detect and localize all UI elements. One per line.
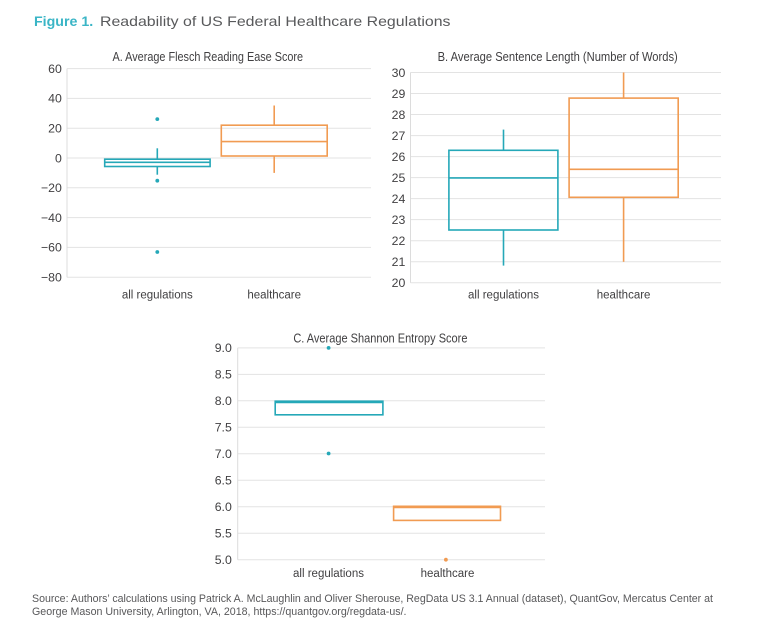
svg-text:8.5: 8.5 [215, 368, 232, 382]
svg-text:21: 21 [392, 255, 406, 269]
svg-text:23: 23 [392, 213, 406, 227]
svg-text:6.5: 6.5 [215, 474, 232, 488]
svg-text:A. Average Flesch Reading Ease: A. Average Flesch Reading Ease Score [113, 49, 304, 64]
svg-text:Figure 1.: Figure 1. [34, 13, 93, 29]
svg-text:20: 20 [48, 122, 62, 136]
svg-text:7.0: 7.0 [215, 447, 232, 461]
svg-text:C. Average Shannon Entropy Sco: C. Average Shannon Entropy Score [293, 331, 467, 346]
svg-text:40: 40 [48, 92, 62, 106]
svg-text:60: 60 [48, 62, 62, 76]
svg-text:all regulations: all regulations [468, 290, 539, 302]
svg-text:24: 24 [392, 192, 406, 206]
svg-text:30: 30 [392, 66, 406, 80]
svg-text:9.0: 9.0 [215, 341, 232, 355]
svg-text:6.0: 6.0 [215, 500, 232, 514]
svg-text:7.5: 7.5 [215, 421, 232, 435]
svg-text:−80: −80 [41, 271, 62, 285]
svg-text:healthcare: healthcare [247, 290, 301, 302]
svg-text:−60: −60 [41, 241, 62, 255]
svg-text:26: 26 [392, 150, 406, 164]
svg-text:5.5: 5.5 [215, 527, 232, 541]
svg-text:25: 25 [392, 171, 406, 185]
svg-text:20: 20 [392, 276, 406, 290]
svg-text:all regulations: all regulations [122, 290, 193, 302]
svg-text:0: 0 [55, 151, 62, 165]
svg-text:healthcare: healthcare [421, 568, 475, 580]
svg-text:8.0: 8.0 [215, 394, 232, 408]
svg-text:27: 27 [392, 129, 406, 143]
svg-text:healthcare: healthcare [597, 290, 651, 302]
svg-text:Readability of US Federal Heal: Readability of US Federal Healthcare Reg… [100, 13, 451, 29]
svg-text:−40: −40 [41, 211, 62, 225]
svg-text:5.0: 5.0 [215, 553, 232, 567]
svg-text:−20: −20 [41, 181, 62, 195]
svg-text:B. Average Sentence Length (Nu: B. Average Sentence Length (Number of Wo… [438, 49, 678, 64]
svg-text:29: 29 [392, 87, 406, 101]
svg-text:all regulations: all regulations [293, 568, 364, 580]
svg-text:22: 22 [392, 234, 406, 248]
svg-text:Source: Authors’ calculations: Source: Authors’ calculations using Patr… [32, 593, 713, 605]
svg-text:George Mason University, Arlin: George Mason University, Arlington, VA, … [32, 606, 407, 618]
svg-text:28: 28 [392, 108, 406, 122]
